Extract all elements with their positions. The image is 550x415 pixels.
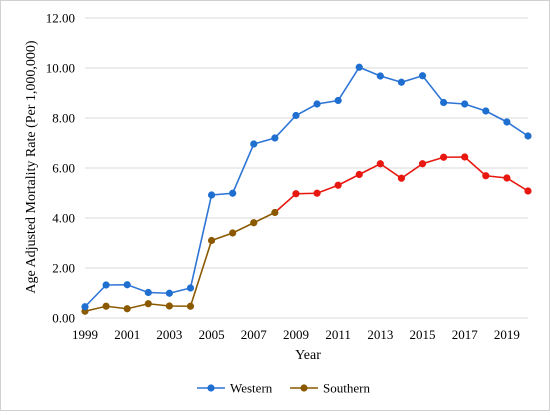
y-axis-label: Age Adjusted Mortality Rate (Per 1,000,0… (24, 40, 39, 293)
western-point (313, 100, 321, 108)
western-point (229, 189, 237, 197)
x-tick-label: 2003 (156, 327, 182, 342)
legend-southern-label: Southern (323, 381, 370, 396)
western-point (292, 111, 300, 120)
y-tick-label: 2.00 (52, 261, 75, 276)
southern-point (102, 302, 110, 310)
western-point (418, 72, 427, 80)
southern-point (271, 208, 279, 217)
western-point (123, 281, 131, 289)
western-point (461, 100, 469, 108)
y-tick-label: 8.00 (52, 111, 75, 126)
western-point (250, 140, 258, 148)
legend: Western Southern (197, 381, 370, 396)
western-point (397, 78, 406, 86)
western-point (482, 107, 490, 115)
y-tick-label: 6.00 (52, 161, 75, 176)
y-tick-label: 4.00 (52, 211, 75, 226)
x-tick-label: 1999 (72, 327, 98, 342)
series-layer (81, 63, 532, 315)
southern-point (418, 160, 427, 168)
southern-point (186, 302, 195, 310)
x-tick-labels: 1999 2001 2003 2005 2007 2009 2011 2013 2015 2017… (72, 327, 520, 342)
legend-western-marker (207, 384, 215, 392)
western-point (334, 96, 342, 105)
y-tick-label: 10.00 (46, 61, 75, 76)
x-tick-label: 2017 (452, 327, 479, 342)
x-axis-label: Year (295, 348, 321, 363)
southern-point (334, 181, 342, 189)
western-point (376, 72, 384, 80)
legend-southern-marker (300, 384, 308, 392)
southern-point (292, 190, 300, 198)
southern-point (313, 189, 321, 197)
southern-point (355, 170, 363, 179)
western-point (165, 289, 173, 297)
southern-point (503, 174, 511, 182)
western-point (440, 98, 448, 107)
y-tick-label: 12.00 (46, 11, 75, 26)
x-tick-label: 2019 (494, 327, 520, 342)
southern-line (274, 156, 529, 214)
gridlines (85, 17, 528, 319)
western-point (207, 191, 216, 199)
southern-point (250, 219, 258, 227)
southern-point (165, 302, 173, 310)
x-tick-label: 2009 (283, 327, 309, 342)
southern-point (524, 187, 532, 195)
x-tick-label: 2015 (410, 327, 436, 342)
western-point (503, 118, 511, 126)
southern-point (440, 153, 448, 161)
southern-point (461, 153, 469, 161)
western-point (144, 288, 152, 297)
x-tick-label: 2001 (114, 327, 140, 342)
western-point (524, 132, 532, 140)
southern-point (207, 236, 216, 245)
western-point (102, 281, 110, 289)
southern-point (229, 229, 237, 237)
western-point (186, 284, 195, 292)
y-tick-label: 0.00 (52, 311, 75, 326)
western-point (81, 303, 89, 311)
legend-western-label: Western (230, 381, 273, 396)
southern-point (397, 174, 406, 182)
southern-point (123, 305, 131, 313)
y-tick-labels: 0.00 2.00 4.00 6.00 8.00 10.00 12.00 (46, 11, 75, 326)
x-tick-label: 2005 (199, 327, 225, 342)
western-point (271, 134, 279, 142)
southern-point (482, 172, 490, 180)
western-point (355, 63, 363, 71)
southern-line (84, 211, 276, 313)
x-tick-label: 2013 (367, 327, 393, 342)
x-tick-label: 2011 (325, 327, 351, 342)
x-tick-label: 2007 (241, 327, 268, 342)
southern-point (376, 160, 384, 168)
western-line (84, 66, 529, 308)
southern-point (144, 300, 152, 308)
